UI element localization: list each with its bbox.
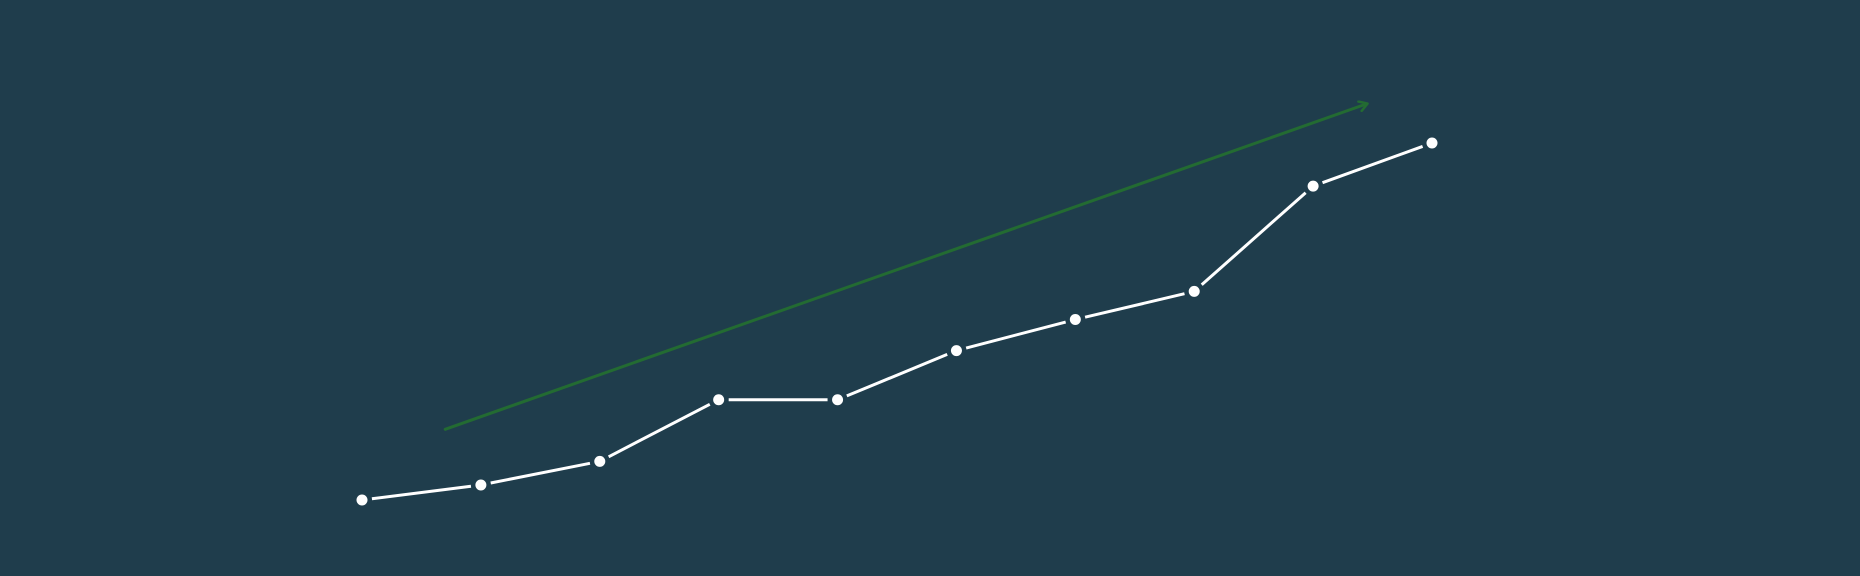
- series-line-segment: [1200, 191, 1307, 286]
- data-point: [356, 494, 368, 506]
- series-line-layer: [371, 144, 1424, 501]
- series-line-segment: [965, 320, 1067, 350]
- data-point: [475, 479, 487, 491]
- series-line-segment: [1321, 144, 1424, 185]
- series-line-segment: [1084, 292, 1185, 319]
- series-line-segment: [371, 484, 472, 501]
- trend-annotation-layer: [443, 104, 1366, 431]
- trend-arrow: [443, 104, 1366, 431]
- series-line-segment: [490, 461, 591, 485]
- data-point: [950, 345, 962, 357]
- series-line-segment: [607, 402, 711, 459]
- data-point: [1307, 180, 1319, 192]
- series-marker-layer: [356, 137, 1438, 506]
- data-point: [1069, 313, 1081, 325]
- data-point: [1426, 137, 1438, 149]
- data-point: [832, 394, 844, 406]
- data-point: [594, 455, 606, 467]
- data-point: [713, 394, 725, 406]
- series-line-segment: [846, 353, 948, 398]
- data-point: [1188, 285, 1200, 297]
